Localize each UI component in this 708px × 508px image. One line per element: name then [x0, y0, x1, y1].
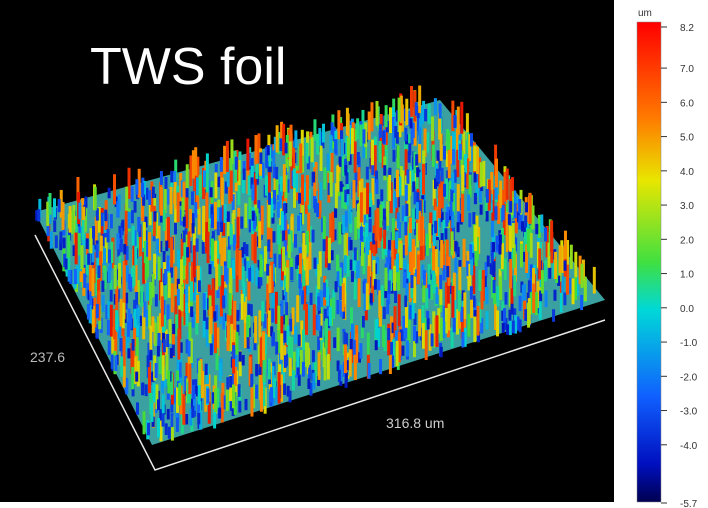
colorbar-tick-label: -2.0: [680, 372, 698, 383]
colorbar-tick-label: 1.0: [680, 270, 694, 281]
base-outline: [34, 234, 606, 471]
colorbar-tick-label: 0.0: [680, 304, 694, 315]
colorbar-tick-label: 2.0: [680, 235, 694, 246]
colorbar-tick-label: 7.0: [680, 64, 694, 75]
colorbar-ticks: 8.2 7.0 6.0 5.0 4.0 3.0 2.0 1.0 0.0 -1.0 -2.0 -3.0 -…: [661, 23, 698, 508]
surface-plot: [35, 85, 605, 445]
colorbar-tick-label: -1.0: [680, 338, 698, 349]
colorbar-tick-label: 4.0: [680, 167, 694, 178]
colorbar-tick-label: 8.2: [680, 23, 694, 34]
y-extent-label: 237.6: [30, 349, 65, 365]
colorbar-tick-label: -4.0: [680, 441, 698, 452]
title: TWS foil: [90, 38, 286, 96]
colorbar-unit: um: [638, 8, 652, 19]
colorbar: [636, 21, 662, 503]
colorbar-tick-label: -3.0: [680, 407, 698, 418]
x-extent-label: 316.8 um: [386, 415, 444, 431]
colorbar-tick-label: 5.0: [680, 133, 694, 144]
colorbar-tick-label: 3.0: [680, 201, 694, 212]
colorbar-tick-label: -5.7: [680, 499, 698, 508]
colorbar-tick-label: 6.0: [680, 98, 694, 109]
